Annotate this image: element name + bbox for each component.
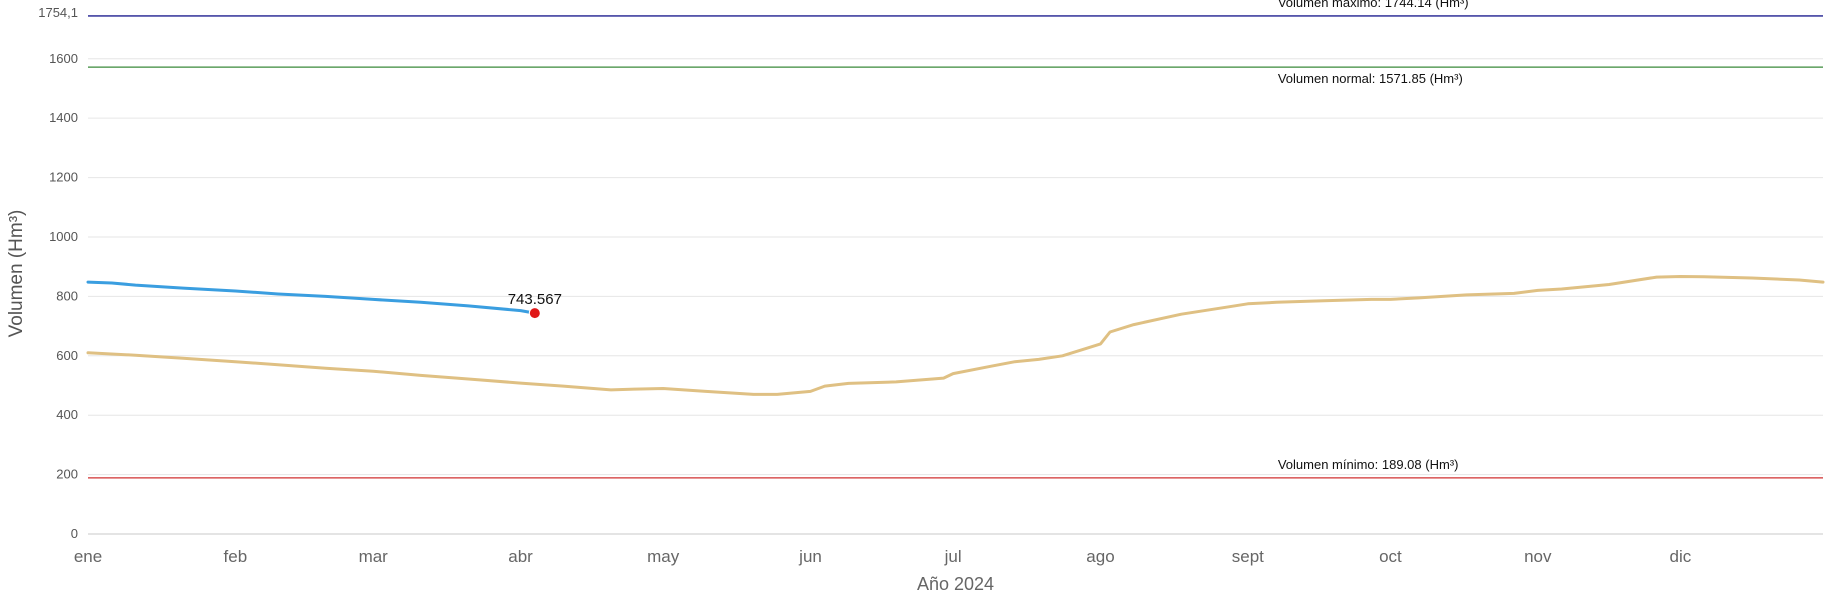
y-tick-label: 1200	[49, 170, 78, 185]
last-value-marker: 743.567	[508, 291, 562, 320]
y-axis-ticks: 0 200 400 600 800 1000 1200 1400 1600 1754,1	[38, 5, 78, 541]
y-tick-label: 1000	[49, 229, 78, 244]
x-tick-label: oct	[1379, 547, 1402, 566]
y-axis-title: Volumen (Hm³)	[6, 210, 27, 338]
x-tick-label: dic	[1670, 547, 1692, 566]
y-tick-label: 800	[56, 288, 78, 303]
reference-line-label: Volumen normal: 1571.85 (Hm³)	[1278, 71, 1463, 86]
x-tick-label: may	[647, 547, 680, 566]
x-axis-title: Año 2024	[917, 574, 994, 594]
reference-line-label: Volumen mínimo: 189.08 (Hm³)	[1278, 457, 1459, 472]
x-tick-label: abr	[508, 547, 533, 566]
y-tick-label: 1754,1	[38, 5, 78, 20]
x-axis-ticks: ene feb mar abr may jun jul ago sept oct nov dic	[74, 547, 1692, 566]
x-tick-label: ago	[1086, 547, 1114, 566]
y-tick-label: 1400	[49, 110, 78, 125]
y-tick-label: 600	[56, 348, 78, 363]
series-line-1	[86, 280, 537, 315]
x-tick-label: mar	[359, 547, 389, 566]
x-tick-label: sept	[1232, 547, 1264, 566]
reference-lines: Volumen máximo: 1744.14 (Hm³) Volumen nor…	[88, 0, 1823, 479]
x-tick-label: jun	[798, 547, 822, 566]
last-value-label: 743.567	[508, 291, 562, 308]
last-value-point[interactable]	[528, 307, 541, 320]
reference-line-label: Volumen máximo: 1744.14 (Hm³)	[1278, 0, 1469, 10]
x-tick-label: ene	[74, 547, 102, 566]
x-tick-label: feb	[224, 547, 248, 566]
x-tick-label: jul	[944, 547, 962, 566]
y-tick-label: 1600	[49, 51, 78, 66]
series-line-0	[86, 275, 1825, 396]
x-tick-label: nov	[1524, 547, 1552, 566]
y-tick-label: 0	[71, 526, 78, 541]
gridlines	[88, 58, 1823, 476]
y-tick-label: 200	[56, 467, 78, 482]
data-series	[86, 275, 1825, 396]
y-tick-label: 400	[56, 407, 78, 422]
